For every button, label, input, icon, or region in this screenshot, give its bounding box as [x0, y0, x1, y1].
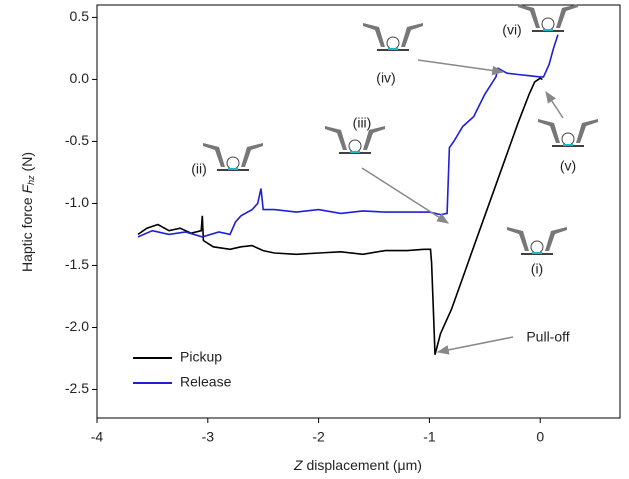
y-label-text: Haptic force [19, 193, 35, 272]
annotation-arrow [545, 90, 564, 119]
particle [561, 132, 575, 146]
x-tick-label: -4 [91, 429, 104, 445]
y-tick-label: 0.5 [70, 8, 90, 24]
annotation: (vi) [502, 22, 521, 38]
y-label-unit: (N) [19, 152, 35, 175]
y-label-symbol: F [19, 183, 35, 193]
gripper-finger [203, 143, 225, 167]
gripper-finger [556, 4, 578, 28]
x-axis-label: Z displacement (μm) [293, 457, 422, 473]
annotation: (i) [531, 261, 543, 277]
particle [348, 139, 362, 153]
y-tick-label: -2.5 [65, 380, 89, 396]
legend-label: Pickup [180, 349, 222, 365]
gripper-finger [507, 227, 529, 251]
plot-frame [96, 4, 621, 419]
y-tick-label: 0.0 [70, 70, 90, 86]
particle [530, 240, 544, 254]
gripper-finger [241, 143, 263, 167]
annotation: Pull-off [526, 329, 569, 345]
y-tick-label: -2.0 [65, 318, 89, 334]
annotation-arrow [417, 59, 505, 76]
x-label-text: displacement (μm) [303, 457, 422, 473]
series-line [137, 34, 559, 238]
y-axis-label: Haptic force Fhz (N) [19, 152, 37, 272]
x-tick-label: -3 [202, 429, 215, 445]
annotation: (v) [560, 158, 576, 174]
particle [226, 156, 240, 170]
annotation-arrow [361, 167, 450, 224]
gripper-finger [545, 227, 567, 251]
annotation: (iii) [353, 115, 372, 131]
annotation-arrow [436, 336, 514, 355]
annotation: (ii) [191, 161, 207, 177]
gripper-finger [538, 119, 560, 143]
gripper-finger [363, 23, 385, 47]
legend-label: Release [180, 374, 232, 390]
y-tick-label: -1.5 [65, 256, 89, 272]
gripper-finger [401, 23, 423, 47]
x-label-symbol: Z [293, 457, 303, 473]
y-tick-label: -1.0 [65, 194, 89, 210]
gripper-finger [576, 119, 598, 143]
x-tick-label: -1 [423, 429, 436, 445]
y-label-subscript: hz [26, 175, 36, 185]
particle [541, 17, 555, 31]
x-tick-label: -2 [312, 429, 325, 445]
gripper-finger [518, 4, 540, 28]
series-line [137, 77, 543, 355]
y-tick-label: -0.5 [65, 132, 89, 148]
particle [386, 36, 400, 50]
gripper-finger [363, 126, 385, 150]
annotation: (iv) [376, 70, 395, 86]
x-tick-label: 0 [536, 429, 544, 445]
gripper-finger [325, 126, 347, 150]
